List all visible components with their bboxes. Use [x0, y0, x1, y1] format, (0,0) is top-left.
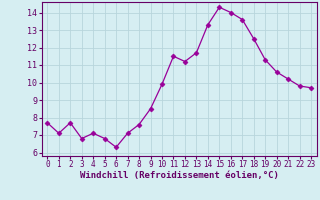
X-axis label: Windchill (Refroidissement éolien,°C): Windchill (Refroidissement éolien,°C) — [80, 171, 279, 180]
